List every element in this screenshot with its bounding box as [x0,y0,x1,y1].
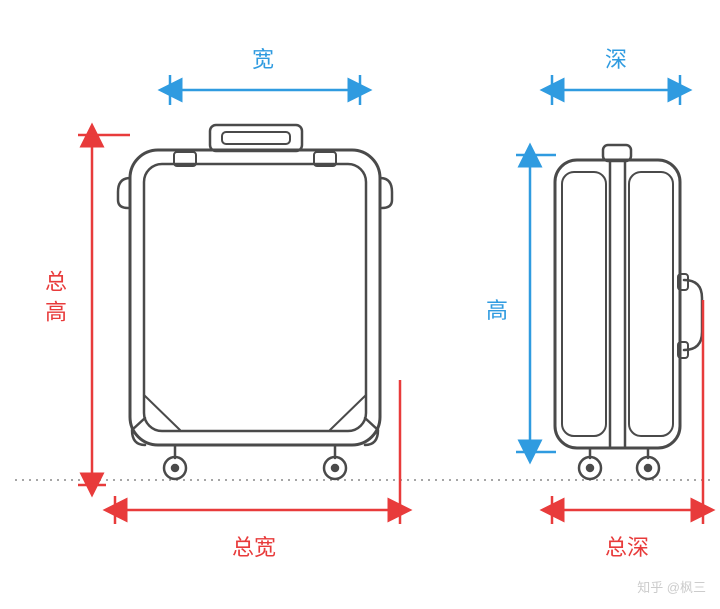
label-depth: 深 [605,42,627,74]
label-height: 高 [486,293,508,325]
diagram-svg [0,0,720,604]
arrow-height [516,155,556,452]
label-total-width: 总宽 [232,530,276,562]
label-width: 宽 [252,42,274,74]
label-total-height: 总高 [38,270,70,330]
arrow-width [170,75,360,105]
arrow-total-height [78,135,130,485]
watermark: 知乎 @枫三 [637,577,706,596]
arrow-total-width [115,380,400,524]
suitcase-side [555,145,702,479]
label-total-depth: 总深 [605,530,649,562]
suitcase-dimension-diagram: 宽 深 总高 高 总宽 总深 知乎 @枫三 [0,0,720,604]
suitcase-front [118,125,392,479]
arrow-depth [552,75,680,105]
